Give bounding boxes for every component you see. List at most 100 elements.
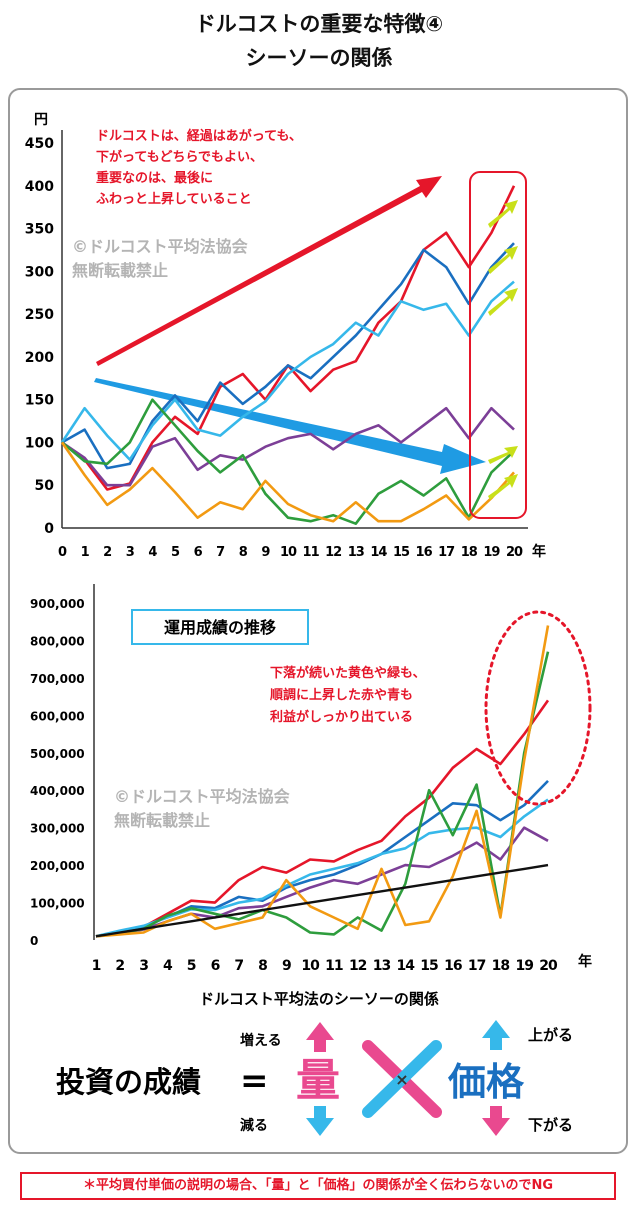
x-tick-label: 6 xyxy=(194,545,203,560)
yellow-arrow xyxy=(488,246,518,274)
series-line-lightblue xyxy=(60,280,515,461)
x-tick-label: 9 xyxy=(282,958,291,974)
price-series xyxy=(60,185,516,526)
x-tick-label: 1 xyxy=(92,958,101,974)
y-tick-label: 200 xyxy=(25,350,54,366)
series-line-lightblue xyxy=(95,798,549,938)
performance-chart: 0 100,000 200,000 300,000 400,000 500,000 600,… xyxy=(30,584,592,974)
y-tick-label: 200,000 xyxy=(30,859,85,873)
highlight-ellipse xyxy=(484,610,592,806)
x-tick-label: 15 xyxy=(393,545,410,560)
content-panel xyxy=(8,88,628,1154)
rising-trend-arrow xyxy=(96,176,442,366)
watermark-line: 無断転載禁止 xyxy=(72,261,168,280)
x-tick-label: 14 xyxy=(370,545,387,560)
y-tick-label: 700,000 xyxy=(30,672,85,686)
x-tick-label: 7 xyxy=(216,545,225,560)
quantity-label: 量 xyxy=(296,1055,340,1106)
y-unit-label: 円 xyxy=(34,112,48,128)
page-title: ドルコストの重要な特徴④ xyxy=(194,12,444,36)
y-tick-label: 100 xyxy=(25,435,54,451)
x-tick-label: 16 xyxy=(444,958,462,974)
y-tick-label: 400 xyxy=(25,179,54,195)
rising-arrows xyxy=(488,200,518,500)
y-ticks: 0 100,000 200,000 300,000 400,000 500,000 600,… xyxy=(30,597,85,948)
x-tick-label: 7 xyxy=(234,958,243,974)
x-ticks: 0 1 2 3 4 5 6 7 8 9 10 11 12 13 14 15 16 17 18 19 20 xyxy=(58,545,524,560)
x-tick-label: 2 xyxy=(115,958,124,974)
x-tick-label: 4 xyxy=(148,545,157,560)
x-tick-label: 4 xyxy=(163,958,173,974)
x-tick-label: 9 xyxy=(261,545,270,560)
annotation-line: 下落が続いた黄色や緑も、 xyxy=(270,665,426,681)
watermark-line: 無断転載禁止 xyxy=(114,811,210,830)
x-tick-label: 17 xyxy=(438,545,455,560)
seesaw-relation: ドルコスト平均法のシーソーの関係 投資の成績 = 増える 減る 量 × 価格 上… xyxy=(56,990,573,1136)
y-tick-label: 350 xyxy=(25,222,54,238)
series-line-green xyxy=(95,651,550,938)
y-tick-label: 800,000 xyxy=(30,634,85,648)
x-tick-label: 14 xyxy=(397,958,416,974)
increase-label: 増える xyxy=(240,1032,282,1049)
performance-series xyxy=(95,625,550,938)
x-tick-label: 8 xyxy=(239,545,248,560)
x-tick-label: 3 xyxy=(126,545,135,560)
fall-label: 下がる xyxy=(528,1116,573,1134)
x-tick-label: 11 xyxy=(303,545,320,560)
series-line-orange xyxy=(95,625,550,938)
annotation-line: 順調に上昇した赤や青も xyxy=(270,687,413,703)
x-tick-label: 1 xyxy=(81,545,90,560)
x-unit-label: 年 xyxy=(532,543,546,560)
quantity-down-arrow-icon xyxy=(306,1106,334,1136)
x-tick-label: 5 xyxy=(171,545,180,560)
rise-label: 上がる xyxy=(528,1026,573,1044)
x-tick-label: 20 xyxy=(539,958,558,974)
x-unit-label: 年 xyxy=(578,953,592,970)
y-tick-label: 0 xyxy=(30,934,38,948)
x-tick-label: 3 xyxy=(139,958,148,974)
equals-sign: = xyxy=(240,1061,269,1101)
x-tick-label: 18 xyxy=(492,958,510,974)
y-tick-label: 900,000 xyxy=(30,597,85,611)
yellow-arrow xyxy=(488,288,518,316)
series-line-orange xyxy=(60,441,515,523)
y-tick-label: 50 xyxy=(35,478,55,494)
watermark-line: ©ドルコスト平均法協会 xyxy=(72,237,248,256)
x-tick-label: 13 xyxy=(373,958,391,974)
final-years-highlight xyxy=(469,171,527,519)
x-tick-label: 16 xyxy=(416,545,433,560)
falling-trend-arrow xyxy=(94,378,486,474)
x-tick-label: 10 xyxy=(301,958,320,974)
x-tick-label: 12 xyxy=(325,545,341,560)
annotation: ドルコストは、経過はあがっても、 下がってもどちらでもよい、 重要なのは、最後に… xyxy=(96,128,302,207)
y-tick-label: 300 xyxy=(25,264,54,280)
y-tick-label: 250 xyxy=(25,307,54,323)
x-tick-label: 6 xyxy=(211,958,220,974)
x-tick-label: 17 xyxy=(468,958,486,974)
price-label: 価格 xyxy=(447,1060,525,1104)
x-tick-label: 13 xyxy=(348,545,365,560)
cross-cyan-bar xyxy=(362,1040,442,1118)
annotation-line: 下がってもどちらでもよい、 xyxy=(96,149,263,165)
x-tick-label: 15 xyxy=(420,958,438,974)
annotation-line: ふわっと上昇していること xyxy=(96,192,252,207)
series-line-purple xyxy=(61,406,515,487)
x-tick-label: 20 xyxy=(506,545,523,560)
x-ticks: 1 2 3 4 5 6 7 8 9 10 11 12 13 14 15 16 17 18 19 20 xyxy=(92,958,559,974)
y-tick-label: 150 xyxy=(25,393,54,409)
page-subtitle: シーソーの関係 xyxy=(245,46,393,70)
y-tick-label: 400,000 xyxy=(30,784,85,798)
watermark-line: ©ドルコスト平均法協会 xyxy=(114,787,290,806)
decrease-label: 減る xyxy=(240,1117,268,1134)
chart-title: 運用成績の推移 xyxy=(164,618,276,637)
y-tick-label: 100,000 xyxy=(30,897,85,911)
y-tick-label: 500,000 xyxy=(30,747,85,761)
x-tick-label: 8 xyxy=(258,958,267,974)
investment-result-label: 投資の成績 xyxy=(56,1065,201,1099)
series-line-red xyxy=(95,699,550,938)
times-sign: × xyxy=(395,1070,408,1089)
yellow-arrow xyxy=(488,474,518,500)
seesaw-title: ドルコスト平均法のシーソーの関係 xyxy=(199,990,439,1008)
watermark: ©ドルコスト平均法協会 無断転載禁止 xyxy=(114,787,290,830)
